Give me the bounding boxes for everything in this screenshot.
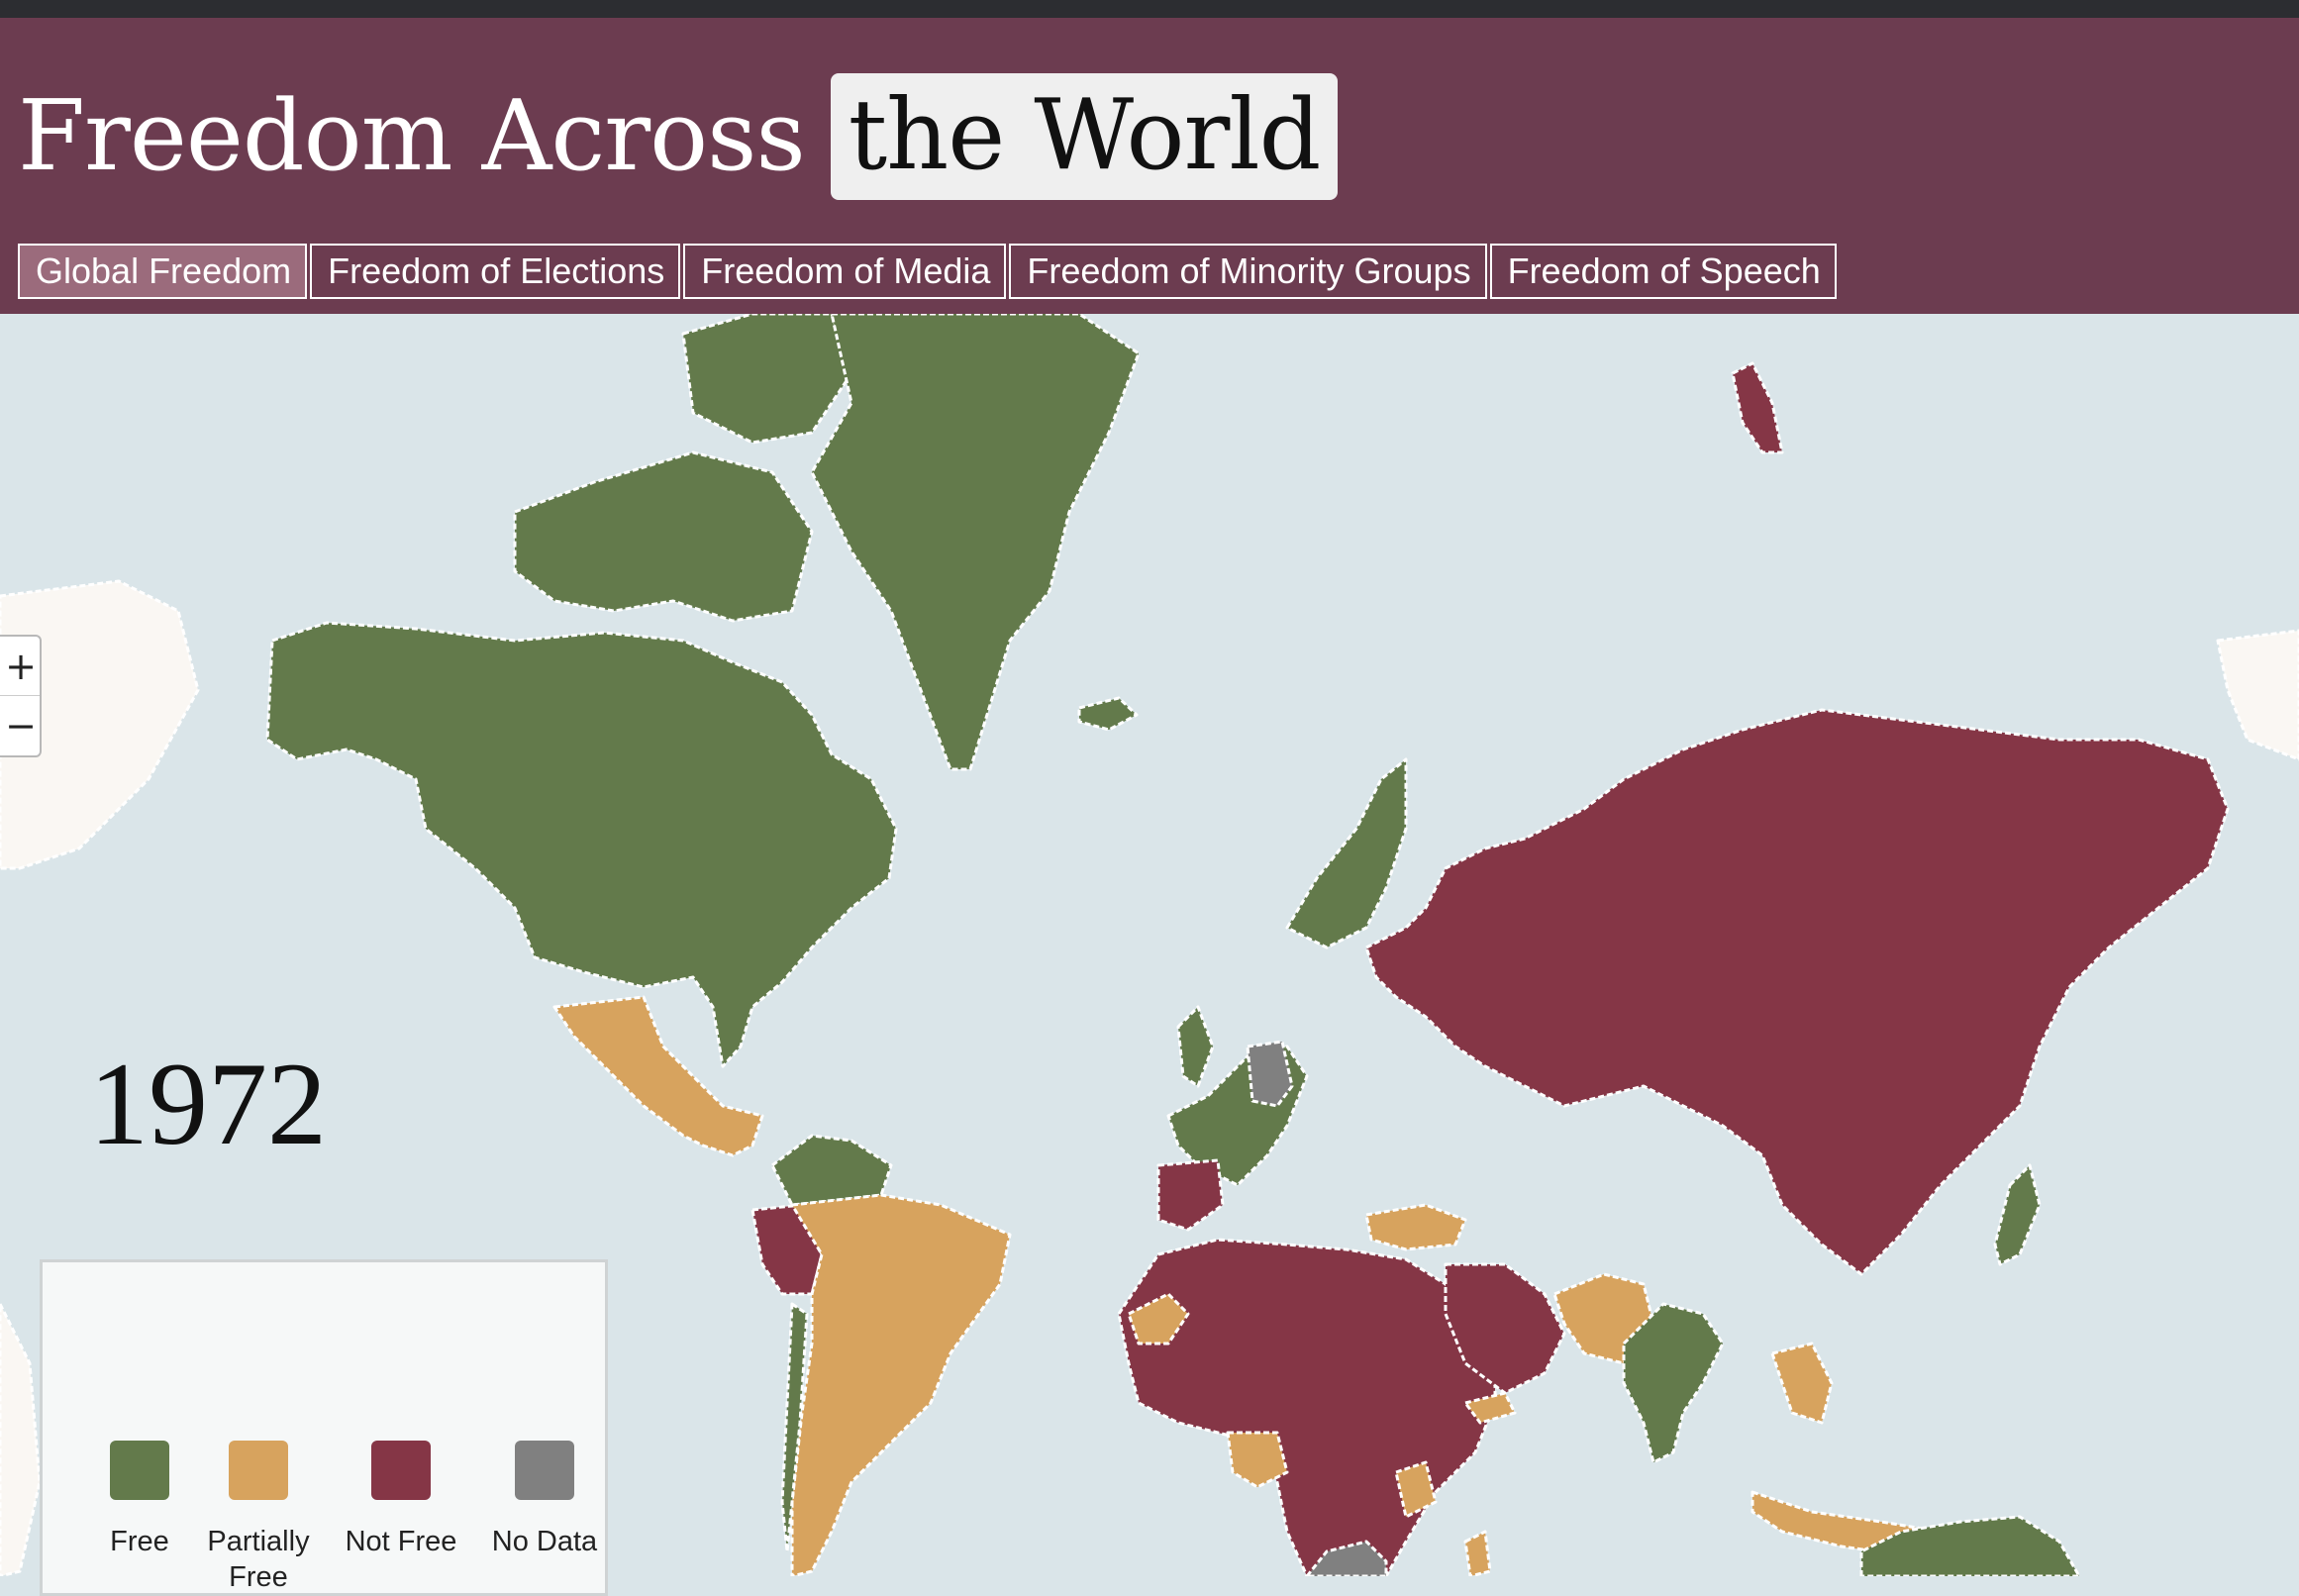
tab-freedom-of-elections[interactable]: Freedom of Elections [310,244,681,299]
legend-label-not-free: Not Free [345,1526,457,1557]
region-novaya-zemlya[interactable] [1731,361,1784,454]
region-iceland[interactable] [1077,696,1139,732]
legend-swatch-not-free [371,1441,431,1500]
region-nigeria[interactable] [1226,1431,1289,1489]
region-arctic-islands[interactable] [681,314,853,445]
year-label: 1972 [89,1038,327,1169]
region-land-far-east [2216,629,2299,761]
region-germany-no-data[interactable] [1246,1040,1294,1108]
region-india[interactable] [1622,1302,1725,1464]
region-turkey[interactable] [1364,1203,1467,1251]
region-mexico-central-america[interactable] [552,995,764,1157]
tab-freedom-of-minority-groups[interactable]: Freedom of Minority Groups [1009,244,1487,299]
page-title: Freedom Across the World [18,67,1339,206]
title-highlight-text: the World [830,73,1339,200]
browser-top-strip [0,0,2299,18]
tab-freedom-of-speech[interactable]: Freedom of Speech [1489,244,1837,299]
region-madagascar[interactable] [1463,1530,1492,1576]
region-eurasia-not-free[interactable] [1364,708,2230,1276]
region-arabia[interactable] [1444,1262,1566,1395]
region-greenland[interactable] [810,314,1141,771]
region-north-america[interactable] [265,621,898,1068]
region-venezuela-colombia[interactable] [770,1134,893,1207]
region-southeast-asia[interactable] [1770,1342,1834,1425]
tab-global-freedom[interactable]: Global Freedom [18,244,308,299]
region-north-africa-partial[interactable] [1127,1292,1190,1346]
region-south-america[interactable] [790,1193,1012,1576]
legend-swatch-no-data [515,1441,574,1500]
legend-item-free: Free [75,1441,204,1559]
region-yemen-partial[interactable] [1463,1391,1517,1425]
region-south-africa-no-data[interactable] [1305,1540,1388,1576]
title-plain-text: Freedom Across [18,80,806,193]
legend-item-not-free: Not Free [337,1441,465,1559]
legend-label-partially-free: Partially Free [207,1526,310,1593]
region-scandinavia[interactable] [1285,757,1408,949]
region-land-wrap-east [0,579,200,870]
zoom-control: + − [0,635,42,757]
zoom-in-button[interactable]: + [0,637,40,696]
legend-label-no-data: No Data [491,1526,598,1557]
tab-bar: Global Freedom Freedom of Elections Free… [18,244,1840,299]
legend-item-partially-free: Partially Free [194,1441,323,1595]
legend: Free Partially Free Not Free No Data [40,1259,608,1596]
tab-freedom-of-media[interactable]: Freedom of Media [683,244,1007,299]
legend-swatch-free [110,1441,169,1500]
region-japan[interactable] [1993,1163,2042,1266]
legend-label-free: Free [110,1526,169,1557]
region-australia[interactable] [1859,1515,2081,1576]
app-header: Freedom Across the World Global Freedom … [0,18,2299,314]
legend-swatch-partially-free [229,1441,288,1500]
region-chile[interactable] [780,1302,809,1553]
region-iberia[interactable] [1156,1158,1225,1232]
region-east-africa-partial[interactable] [1394,1460,1438,1519]
region-land-wrap-south [0,1302,42,1576]
region-uk[interactable] [1176,1005,1215,1088]
legend-item-no-data: No Data [480,1441,609,1559]
region-canadian-arctic[interactable] [513,450,814,623]
zoom-out-button[interactable]: − [5,704,37,748]
